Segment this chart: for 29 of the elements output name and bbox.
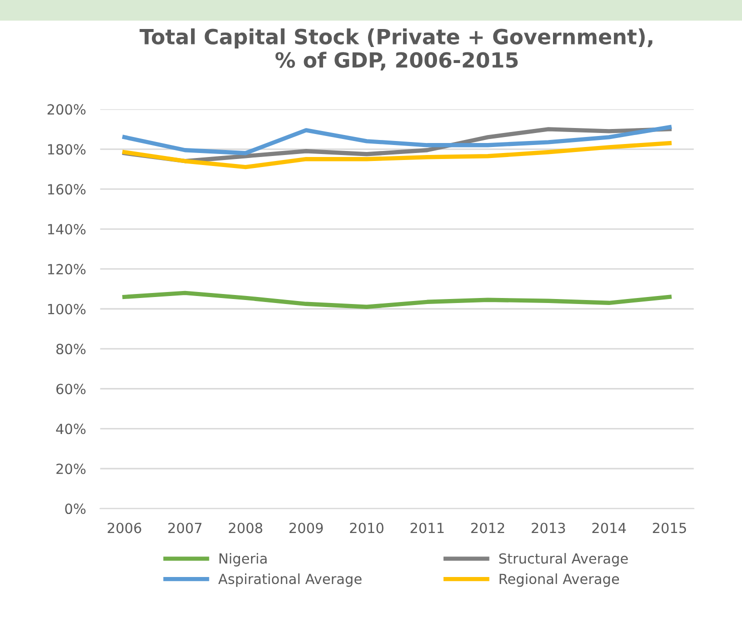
- x-tick-label: 2011: [410, 522, 444, 534]
- legend-label: Aspirational Average: [218, 573, 362, 587]
- x-tick-label: 2012: [471, 522, 504, 534]
- y-tick-label: 120%: [48, 264, 86, 274]
- y-tick-label: 180%: [48, 144, 86, 155]
- legend-label: Structural Average: [499, 553, 628, 566]
- y-tick-label: 60%: [56, 384, 86, 394]
- chart-title: Total Capital Stock (Private + Government), % of GDP, 2006-2015: [140, 28, 652, 70]
- y-tick-label: 140%: [48, 224, 86, 234]
- y-tick-label: 80%: [56, 344, 86, 354]
- y-tick-label: 20%: [56, 464, 86, 474]
- y-tick-label: 200%: [48, 104, 86, 115]
- x-tick-label: 2006: [108, 522, 142, 534]
- y-tick-label: 160%: [48, 184, 86, 195]
- line-series: [122, 141, 672, 170]
- y-tick-label: 100%: [48, 304, 86, 314]
- y-tick-label: 40%: [56, 424, 86, 434]
- x-tick-label: 2008: [228, 522, 262, 534]
- legend-label: Regional Average: [500, 573, 619, 587]
- line-series: [122, 290, 672, 309]
- x-tick-label: 2010: [350, 522, 384, 534]
- x-tick-label: 2013: [532, 522, 565, 534]
- x-tick-label: 2009: [289, 522, 323, 534]
- x-tick-label: 2014: [592, 522, 626, 534]
- legend-label: Nigeria: [220, 553, 267, 566]
- x-tick-label: 2007: [168, 522, 202, 534]
- line-series: [122, 125, 672, 156]
- x-tick-label: 2015: [652, 522, 686, 534]
- y-tick-label: 0%: [65, 504, 86, 514]
